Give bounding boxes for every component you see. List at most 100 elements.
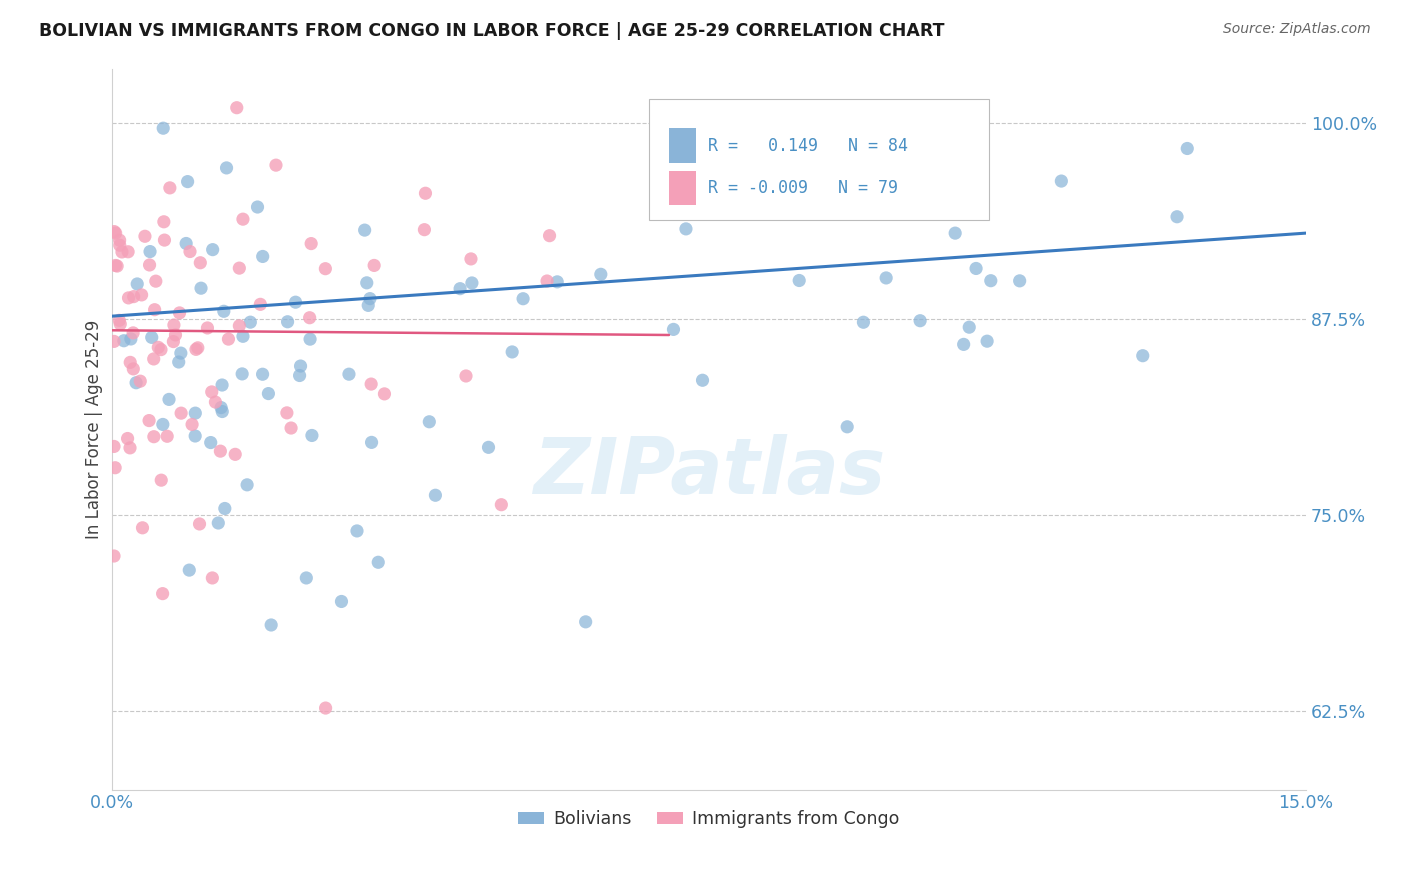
Point: [852, 315, 875, 329]
Point: [908, 314, 931, 328]
Point: [105, 259, 128, 273]
Text: R = -0.009   N = 79: R = -0.009 N = 79: [707, 179, 897, 197]
Text: Source: ZipAtlas.com: Source: ZipAtlas.com: [1223, 22, 1371, 37]
Point: [1132, 349, 1154, 363]
Point: [212, 304, 235, 318]
Point: [103, 334, 125, 349]
Point: [866, 140, 889, 154]
Point: [108, 313, 131, 327]
Point: [120, 355, 142, 369]
Point: [943, 226, 966, 240]
Point: [187, 341, 209, 355]
Point: [141, 330, 163, 344]
Point: [976, 334, 998, 348]
Y-axis label: In Labor Force | Age 25-29: In Labor Force | Age 25-29: [86, 319, 103, 539]
Point: [952, 337, 974, 351]
Point: [276, 406, 298, 420]
Point: [170, 406, 193, 420]
Point: [122, 326, 145, 340]
Point: [148, 340, 170, 354]
Point: [284, 295, 307, 310]
Point: [252, 368, 274, 382]
Point: [252, 250, 274, 264]
Point: [367, 555, 389, 569]
Point: [231, 367, 253, 381]
Point: [139, 244, 162, 259]
Point: [104, 460, 127, 475]
Point: [104, 259, 127, 273]
Point: [184, 406, 207, 420]
Point: [110, 317, 132, 331]
Point: [236, 478, 259, 492]
Point: [299, 332, 322, 346]
Point: [413, 222, 436, 236]
Point: [373, 387, 395, 401]
Point: [1008, 274, 1031, 288]
Point: [887, 152, 910, 166]
Point: [512, 292, 534, 306]
Point: [875, 271, 897, 285]
Point: [215, 161, 238, 175]
Point: [200, 435, 222, 450]
Point: [264, 158, 287, 172]
Point: [536, 274, 558, 288]
Point: [181, 417, 204, 432]
Point: [117, 432, 139, 446]
Point: [277, 315, 299, 329]
Point: [299, 236, 322, 251]
Point: [501, 345, 523, 359]
Point: [127, 277, 149, 291]
Point: [330, 594, 353, 608]
Point: [314, 261, 336, 276]
Point: [249, 297, 271, 311]
Point: [787, 273, 810, 287]
Point: [575, 615, 598, 629]
Point: [214, 501, 236, 516]
Point: [201, 243, 224, 257]
Point: [357, 298, 380, 312]
Point: [228, 318, 250, 333]
Point: [460, 252, 482, 266]
Point: [204, 395, 226, 409]
Point: [170, 346, 193, 360]
Point: [356, 276, 378, 290]
Point: [217, 332, 239, 346]
Point: [295, 571, 318, 585]
Point: [201, 384, 224, 399]
Point: [169, 306, 191, 320]
Point: [103, 440, 125, 454]
Point: [103, 225, 125, 239]
Point: [122, 362, 145, 376]
Point: [134, 229, 156, 244]
Point: [145, 274, 167, 288]
Point: [415, 186, 437, 201]
Point: [143, 302, 166, 317]
Legend: Bolivians, Immigrants from Congo: Bolivians, Immigrants from Congo: [512, 803, 907, 835]
Point: [232, 329, 254, 343]
FancyBboxPatch shape: [650, 99, 990, 220]
Point: [662, 322, 685, 336]
Point: [425, 488, 447, 502]
Point: [103, 549, 125, 563]
Point: [209, 401, 232, 415]
Point: [211, 404, 233, 418]
Text: BOLIVIAN VS IMMIGRANTS FROM CONGO IN LABOR FORCE | AGE 25-29 CORRELATION CHART: BOLIVIAN VS IMMIGRANTS FROM CONGO IN LAB…: [39, 22, 945, 40]
Point: [184, 343, 207, 357]
Point: [280, 421, 302, 435]
Point: [353, 223, 375, 237]
Point: [907, 162, 929, 177]
Point: [159, 181, 181, 195]
Point: [125, 376, 148, 390]
Point: [153, 215, 176, 229]
Point: [108, 233, 131, 247]
Point: [246, 200, 269, 214]
Point: [156, 429, 179, 443]
Point: [239, 315, 262, 329]
Bar: [669, 170, 696, 205]
Point: [138, 413, 160, 427]
Point: [129, 374, 152, 388]
Point: [491, 498, 513, 512]
Point: [150, 473, 173, 487]
Point: [165, 327, 187, 342]
Point: [131, 288, 153, 302]
